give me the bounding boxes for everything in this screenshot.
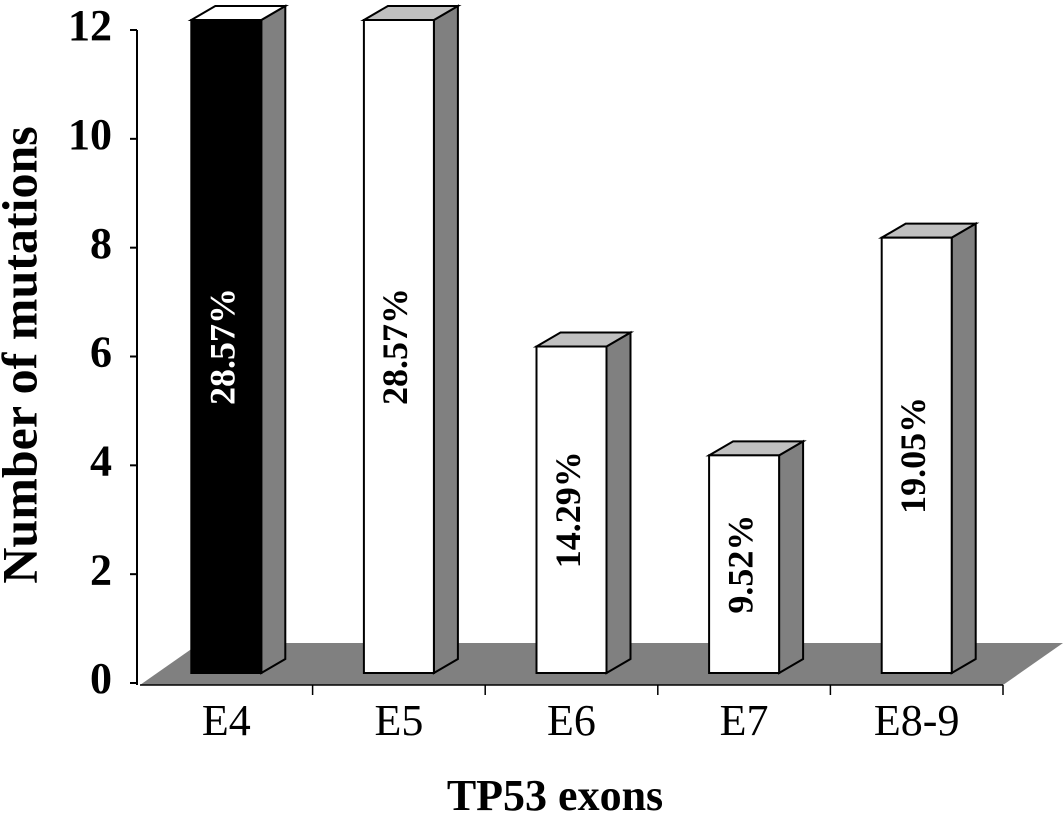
bar: [190, 19, 263, 674]
bar-side: [950, 221, 977, 675]
bar: [708, 454, 781, 675]
x-tick-label: E5: [374, 696, 423, 745]
y-tick-label: 6: [90, 328, 112, 377]
y-tick-label: 2: [90, 545, 112, 594]
y-axis-title: Number of mutations: [0, 126, 47, 583]
bar-percent-label: 19.05%: [893, 397, 933, 514]
bar-percent-label: 28.57%: [375, 288, 415, 405]
x-tick-label: E6: [547, 696, 596, 745]
bar-percent-label: 9.52%: [720, 515, 760, 614]
bar: [880, 236, 953, 675]
y-tick-label: 8: [90, 219, 112, 268]
bar-side: [432, 4, 459, 675]
bar: [362, 19, 435, 674]
x-tick-label: E4: [202, 696, 251, 745]
bar-side: [260, 4, 287, 675]
bar: [535, 345, 608, 674]
y-tick-label: 10: [68, 110, 112, 159]
x-tick-label: E7: [720, 696, 769, 745]
bar-side: [605, 330, 632, 675]
bar-side: [778, 439, 805, 675]
x-axis-title: TP53 exons: [447, 771, 663, 815]
y-tick-label: 12: [68, 1, 112, 50]
y-tick-label: 0: [90, 654, 112, 703]
x-tick-label: E8-9: [874, 696, 960, 745]
bar-percent-label: 28.57%: [203, 288, 243, 405]
y-tick-label: 4: [90, 436, 112, 485]
bar-percent-label: 14.29%: [548, 451, 588, 568]
